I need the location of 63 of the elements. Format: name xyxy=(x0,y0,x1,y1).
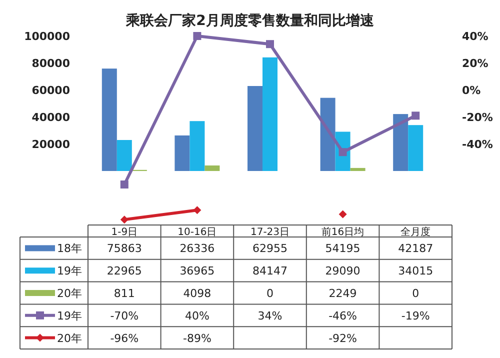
data-label: 26336 xyxy=(180,242,215,256)
data-label: 54195 xyxy=(325,242,360,256)
legend-label: 19年 xyxy=(57,309,82,322)
legend-label: 20年 xyxy=(57,332,82,345)
y2-tick-label: 0% xyxy=(462,84,481,97)
point xyxy=(120,216,128,224)
chart-title: 乘联会厂家2月周度零售数量和同比增速 xyxy=(125,12,375,29)
x-tick-label: 1-9日 xyxy=(111,227,138,238)
x-tick-label: 前16日均 xyxy=(321,226,364,238)
point xyxy=(338,210,347,218)
point xyxy=(266,40,274,48)
x-tick-label: 17-23日 xyxy=(250,227,290,238)
point xyxy=(338,148,347,156)
data-label: 40% xyxy=(184,309,210,322)
bar xyxy=(262,57,278,171)
y2-tick-label: 40% xyxy=(462,30,488,43)
y-tick-label: 60000 xyxy=(32,84,70,97)
bar xyxy=(204,165,220,171)
bar xyxy=(393,114,408,171)
x-tick-label: 10-16日 xyxy=(178,227,217,238)
bar xyxy=(408,125,424,171)
point xyxy=(193,206,202,214)
bar xyxy=(350,168,366,171)
data-label: -92% xyxy=(328,332,358,345)
bar xyxy=(248,86,262,171)
data-label: 84147 xyxy=(252,264,288,278)
data-label: 42187 xyxy=(398,242,434,256)
legend-label: 19年 xyxy=(57,264,82,278)
legend-label: 20年 xyxy=(57,287,82,300)
bar xyxy=(174,135,190,171)
data-label: 2249 xyxy=(328,287,357,300)
data-label: 22965 xyxy=(106,264,142,278)
data-label: 4098 xyxy=(183,287,212,300)
data-label: 0 xyxy=(266,287,274,300)
bar xyxy=(102,68,117,171)
data-label: 34% xyxy=(258,309,282,322)
data-label: 36965 xyxy=(180,264,215,278)
data-label: -89% xyxy=(182,332,212,345)
data-label: -96% xyxy=(110,332,139,345)
data-label: 0 xyxy=(412,287,420,300)
x-tick-label: 全月度 xyxy=(400,226,431,238)
bar xyxy=(320,98,336,171)
y2-tick-label: 20% xyxy=(462,57,488,70)
data-label: 29090 xyxy=(325,264,360,278)
point xyxy=(412,112,420,120)
y-tick-label: 40000 xyxy=(32,111,70,124)
data-label: 62955 xyxy=(252,242,288,256)
y-tick-label: 20000 xyxy=(32,138,70,151)
point xyxy=(193,32,202,40)
bar xyxy=(116,140,132,171)
data-label: -46% xyxy=(328,309,358,322)
data-label: 34015 xyxy=(398,264,434,278)
bar xyxy=(190,121,205,171)
y2-tick-label: -40% xyxy=(462,138,493,151)
data-label: 75863 xyxy=(106,242,142,256)
legend-label: 18年 xyxy=(57,242,82,256)
data-label: -19% xyxy=(401,309,430,322)
y2-tick-label: -20% xyxy=(462,111,493,124)
data-label: 811 xyxy=(114,287,135,300)
y-tick-label: 80000 xyxy=(32,57,70,70)
y-tick-label: 100000 xyxy=(24,30,70,43)
data-label: -70% xyxy=(110,309,139,322)
point xyxy=(120,180,128,188)
